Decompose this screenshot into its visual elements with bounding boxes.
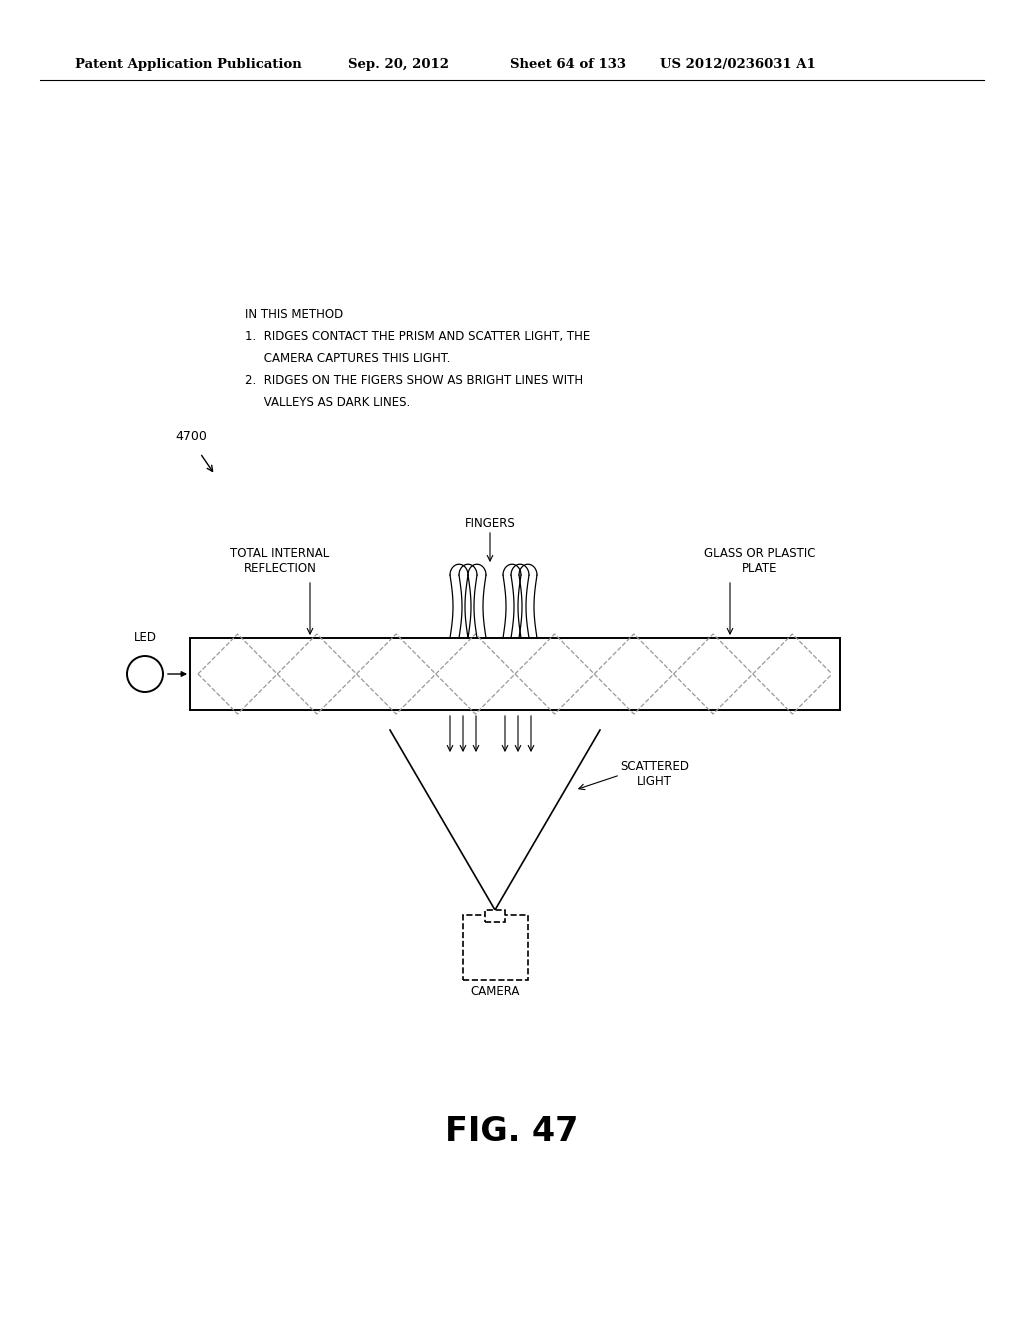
- Text: TOTAL INTERNAL
REFLECTION: TOTAL INTERNAL REFLECTION: [230, 546, 330, 576]
- Circle shape: [127, 656, 163, 692]
- Bar: [485, 909, 505, 921]
- Bar: [463, 915, 527, 979]
- Text: Sheet 64 of 133: Sheet 64 of 133: [510, 58, 626, 71]
- Text: IN THIS METHOD: IN THIS METHOD: [245, 308, 343, 321]
- Text: SCATTERED
LIGHT: SCATTERED LIGHT: [620, 760, 689, 788]
- Text: Patent Application Publication: Patent Application Publication: [75, 58, 302, 71]
- Text: 1.  RIDGES CONTACT THE PRISM AND SCATTER LIGHT, THE: 1. RIDGES CONTACT THE PRISM AND SCATTER …: [245, 330, 590, 343]
- Text: FINGERS: FINGERS: [465, 517, 515, 531]
- Text: 2.  RIDGES ON THE FIGERS SHOW AS BRIGHT LINES WITH: 2. RIDGES ON THE FIGERS SHOW AS BRIGHT L…: [245, 374, 583, 387]
- Text: GLASS OR PLASTIC
PLATE: GLASS OR PLASTIC PLATE: [705, 546, 816, 576]
- Text: US 2012/0236031 A1: US 2012/0236031 A1: [660, 58, 816, 71]
- Text: 4700: 4700: [175, 430, 207, 444]
- Text: CAMERA CAPTURES THIS LIGHT.: CAMERA CAPTURES THIS LIGHT.: [245, 352, 451, 366]
- Text: LED: LED: [133, 631, 157, 644]
- Text: FIG. 47: FIG. 47: [445, 1115, 579, 1148]
- Text: CAMERA: CAMERA: [470, 985, 520, 998]
- Text: VALLEYS AS DARK LINES.: VALLEYS AS DARK LINES.: [245, 396, 411, 409]
- Text: Sep. 20, 2012: Sep. 20, 2012: [348, 58, 449, 71]
- Bar: [190, 638, 840, 710]
